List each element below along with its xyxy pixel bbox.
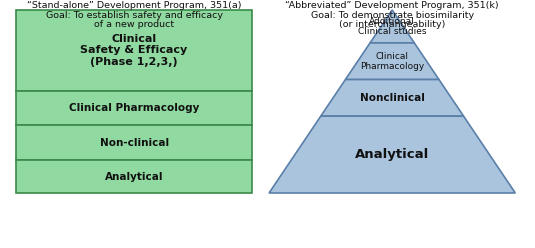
Polygon shape <box>269 116 515 193</box>
Text: of a new product: of a new product <box>94 20 174 29</box>
Text: Goal: To demonstrate biosimilarity: Goal: To demonstrate biosimilarity <box>311 10 474 20</box>
Polygon shape <box>346 43 439 80</box>
Text: Clinical Pharmacology: Clinical Pharmacology <box>69 103 200 113</box>
Bar <box>16 160 253 193</box>
Text: “Abbreviated” Development Program, 351(k): “Abbreviated” Development Program, 351(k… <box>285 1 499 10</box>
Text: Additional
Clinical studies: Additional Clinical studies <box>358 17 426 36</box>
Text: Nonclinical: Nonclinical <box>360 93 425 103</box>
Text: “Stand-alone” Development Program, 351(a): “Stand-alone” Development Program, 351(a… <box>27 1 241 10</box>
Text: Analytical: Analytical <box>355 148 429 161</box>
Text: Clinical
Pharmacology: Clinical Pharmacology <box>360 52 424 71</box>
Polygon shape <box>370 10 414 43</box>
Bar <box>16 125 253 160</box>
Text: Clinical
Safety & Efficacy
(Phase 1,2,3,): Clinical Safety & Efficacy (Phase 1,2,3,… <box>80 34 188 67</box>
Text: (or interchangeability): (or interchangeability) <box>339 20 445 29</box>
Text: Non-clinical: Non-clinical <box>100 138 169 148</box>
Polygon shape <box>321 80 464 116</box>
Text: Goal: To establish safety and efficacy: Goal: To establish safety and efficacy <box>45 10 223 20</box>
Bar <box>16 10 253 91</box>
Text: Analytical: Analytical <box>105 172 163 182</box>
Bar <box>16 91 253 125</box>
